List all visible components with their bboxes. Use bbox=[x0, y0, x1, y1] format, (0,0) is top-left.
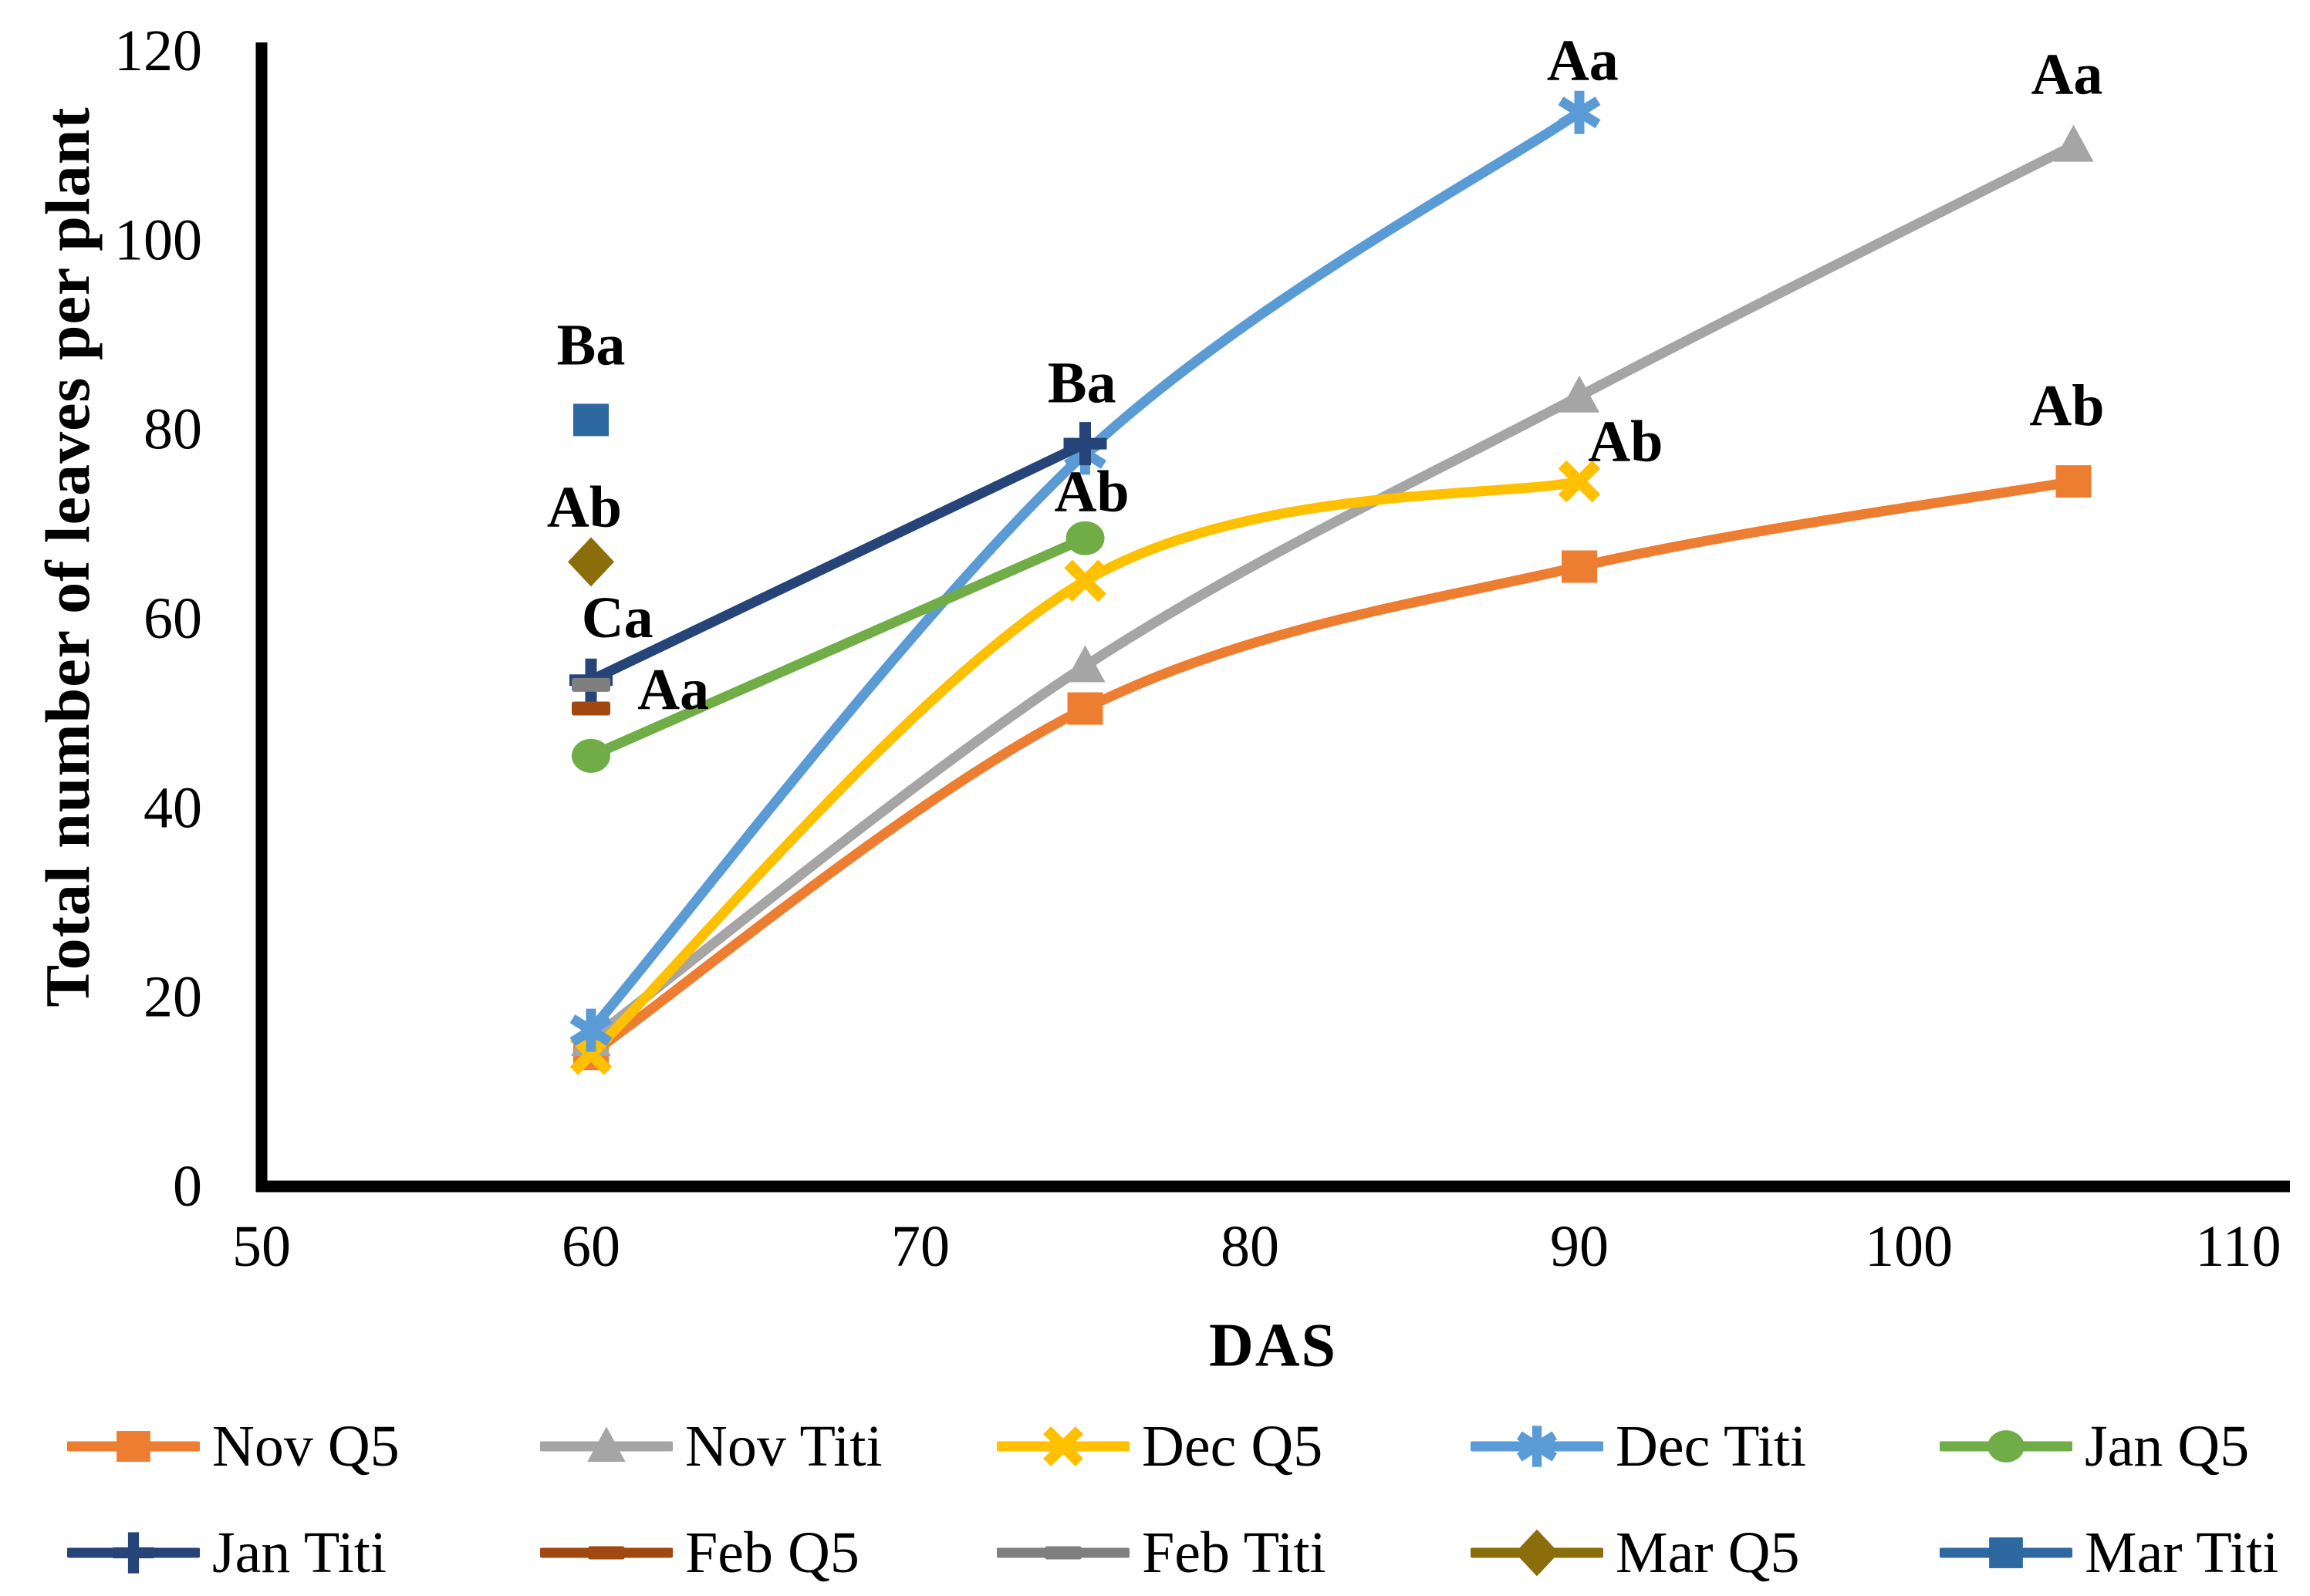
series-feb-titi bbox=[572, 677, 610, 692]
series-mar-titi bbox=[573, 403, 609, 437]
x-tick-label: 90 bbox=[1550, 1214, 1609, 1279]
x-marker bbox=[1064, 559, 1106, 602]
plus-marker bbox=[1063, 422, 1107, 466]
series-line-jan-titi bbox=[586, 438, 1090, 686]
point-label: Ab bbox=[1054, 460, 1129, 525]
x-axis-title: DAS bbox=[1208, 1311, 1338, 1380]
diamond-marker bbox=[568, 537, 614, 587]
y-tick-label: 60 bbox=[144, 586, 202, 651]
y-tick-label: 0 bbox=[173, 1154, 202, 1219]
x-tick-label: 100 bbox=[1865, 1214, 1953, 1279]
y-tick-label: 80 bbox=[144, 397, 202, 462]
series-feb-q5 bbox=[572, 701, 610, 716]
triangle-marker bbox=[1065, 645, 1106, 683]
point-label: Aa bbox=[1547, 28, 1619, 93]
dash-marker bbox=[572, 677, 610, 692]
x-tick-label: 70 bbox=[891, 1214, 950, 1279]
point-label: Ba bbox=[557, 312, 626, 377]
x-tick-label: 80 bbox=[1221, 1214, 1279, 1279]
series-line-dec-q5 bbox=[586, 476, 1585, 1059]
point-label: Aa bbox=[637, 657, 709, 722]
point-label: Ca bbox=[582, 585, 653, 650]
square-marker bbox=[1067, 692, 1103, 725]
circle-marker bbox=[572, 738, 610, 773]
dash-marker bbox=[572, 701, 610, 716]
asterisk-marker bbox=[569, 1008, 613, 1052]
y-tick-label: 100 bbox=[114, 208, 202, 272]
y-tick-label: 20 bbox=[144, 965, 202, 1030]
x-marker bbox=[1558, 460, 1601, 503]
x-tick-label: 50 bbox=[232, 1214, 291, 1279]
series-dec-q5 bbox=[569, 460, 1601, 1075]
point-label: Ab bbox=[1588, 410, 1663, 474]
y-tick-label: 120 bbox=[114, 19, 202, 83]
y-tick-label: 40 bbox=[144, 775, 202, 840]
y-axis-title: Total number of leaves per plant bbox=[32, 106, 103, 1007]
x-tick-label: 110 bbox=[2195, 1214, 2281, 1279]
series-mar-q5 bbox=[568, 537, 614, 587]
x-tick-label: 60 bbox=[562, 1214, 620, 1279]
point-label: Aa bbox=[2031, 42, 2103, 107]
square-marker bbox=[573, 403, 609, 437]
triangle-marker bbox=[2053, 124, 2094, 162]
point-label: Ab bbox=[2029, 373, 2104, 438]
square-marker bbox=[1562, 550, 1597, 583]
point-label: Ab bbox=[547, 474, 622, 539]
triangle-marker bbox=[1559, 375, 1599, 413]
series-line-nov-q5 bbox=[586, 476, 2079, 1059]
series-jan-q5 bbox=[572, 521, 1105, 773]
asterisk-marker bbox=[1558, 90, 1601, 134]
series-line-jan-q5 bbox=[586, 533, 1090, 761]
square-marker bbox=[2055, 465, 2092, 498]
circle-marker bbox=[1066, 521, 1105, 555]
point-label: Ba bbox=[1048, 351, 1116, 416]
series-line-nov-titi bbox=[586, 140, 2079, 1045]
